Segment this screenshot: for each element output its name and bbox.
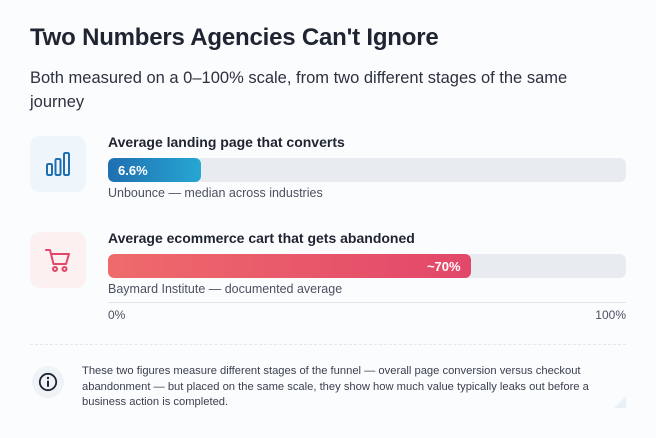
progress-track: 6.6% bbox=[108, 158, 626, 182]
page-subtitle: Both measured on a 0–100% scale, from tw… bbox=[30, 69, 568, 111]
bar-chart-icon bbox=[30, 136, 86, 192]
progress-fill: 6.6% bbox=[108, 158, 202, 182]
value-label: 6.6% bbox=[118, 162, 148, 178]
source-text: Baymard Institute — documented average bbox=[108, 282, 343, 296]
axis-min-label: 0% bbox=[108, 308, 126, 322]
progress-track: ~70% bbox=[108, 254, 626, 278]
source-text: Unbounce — median across industries bbox=[108, 186, 323, 200]
page-title: Two Numbers Agencies Can't Ignore bbox=[30, 24, 439, 51]
footnote-text: These two figures measure different stag… bbox=[82, 365, 589, 408]
axis-max-label: 100% bbox=[595, 308, 626, 322]
metric-label: Average landing page that converts bbox=[108, 134, 345, 150]
corner-fold-decoration bbox=[614, 396, 626, 408]
shopping-cart-icon bbox=[30, 232, 86, 288]
value-label: ~70% bbox=[426, 258, 461, 274]
info-icon bbox=[32, 366, 64, 398]
metric-label: Average ecommerce cart that gets abandon… bbox=[108, 230, 415, 246]
divider bbox=[30, 344, 626, 345]
progress-fill: ~70% bbox=[108, 254, 471, 278]
scale-axis-line bbox=[108, 302, 626, 303]
